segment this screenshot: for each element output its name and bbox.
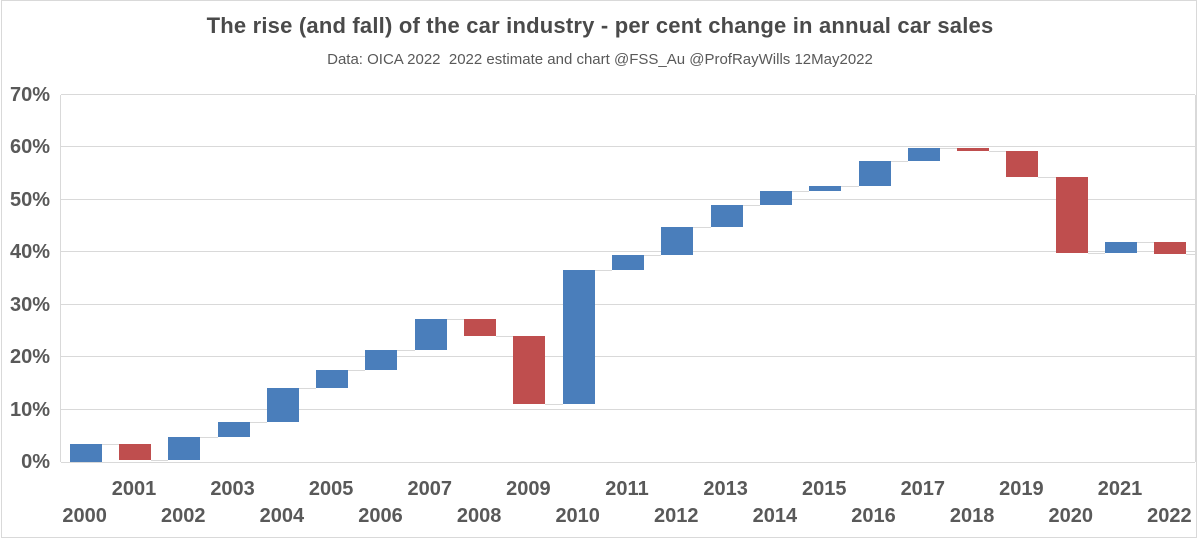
x-tick-label-2004: 2004 [259,505,305,527]
bar-2019 [1006,151,1039,178]
bar-2002 [168,436,201,460]
bar-2001 [118,443,151,460]
x-tick-label-2002: 2002 [161,505,206,527]
x-tick-label-2019: 2019 [999,478,1044,500]
connector-after-2016 [890,161,908,163]
y-axis: 70% 60% 50% 40% 30% 20% 10% 0% [0,0,50,541]
bar-2004 [266,388,299,423]
connector-after-2021 [1137,242,1155,244]
bar-2014 [759,191,792,206]
y-tick-label-20%: 20% [9,346,50,369]
x-tick-label-2010: 2010 [555,505,600,527]
bar-2012 [661,227,694,256]
gridline-50% [61,198,1195,200]
chart-subtitle: Data: OICA 2022 2022 estimate and chart … [327,51,873,68]
connector-after-2010 [594,269,612,271]
bar-2006 [365,349,398,370]
y-tick-label-30%: 30% [9,293,50,316]
connector-after-2002 [200,436,218,438]
plot-area [60,94,1196,463]
bar-2017 [907,147,940,162]
y-tick-label-40%: 40% [9,241,50,264]
y-tick-label-70%: 70% [9,84,50,106]
connector-after-2008 [496,336,514,338]
bar-2008 [464,319,497,337]
bar-2015 [809,185,842,192]
connector-after-2007 [446,319,465,321]
gridline-40% [61,251,1195,253]
connector-after-2020 [1087,253,1106,255]
gridline-20% [61,356,1195,358]
x-tick-label-2022: 2022 [1147,505,1192,527]
y-tick-label-0%: 0% [21,451,50,473]
connector-after-2017 [939,147,958,149]
x-tick-label-2001: 2001 [111,478,157,500]
bar-2009 [513,336,546,404]
x-tick-label-2011: 2011 [605,478,649,500]
connector-after-2005 [348,369,366,371]
connector-after-2000 [101,443,119,445]
bar-2013 [710,205,743,228]
chart-title: The rise (and fall) of the car industry … [206,13,994,38]
connector-after-2004 [298,388,317,390]
x-tick-label-2007: 2007 [407,478,453,500]
bar-2007 [414,319,447,350]
x-tick-label-2016: 2016 [851,505,896,527]
bar-2003 [217,422,250,437]
gridline-70% [61,94,1195,95]
x-tick-label-2015: 2015 [801,478,847,500]
x-tick-label-2009: 2009 [506,478,551,500]
bar-2010 [562,269,595,404]
gridline-30% [61,303,1195,305]
connector-after-2022 [1186,254,1195,256]
x-tick-label-2018: 2018 [949,505,995,527]
bar-2011 [612,255,644,270]
x-tick-label-2008: 2008 [456,505,502,527]
bar-2000 [69,443,102,462]
bar-2021 [1105,242,1138,254]
x-tick-label-2013: 2013 [703,478,748,500]
gridline-0% [61,462,1195,463]
connector-after-2014 [791,191,810,193]
bar-2022 [1154,242,1187,255]
x-tick-label-2012: 2012 [654,505,699,527]
connector-after-2018 [989,151,1007,153]
x-tick-label-2014: 2014 [752,505,798,527]
connector-after-2011 [644,255,662,257]
connector-after-2015 [841,185,859,187]
x-tick-label-2021: 2021 [1097,478,1143,500]
connector-after-2012 [693,227,711,229]
bar-2005 [316,369,349,389]
bar-2016 [858,161,891,186]
bar-2018 [957,147,990,152]
x-tick-label-2006: 2006 [358,505,403,527]
connector-after-2009 [545,403,563,405]
connector-after-2006 [397,349,415,351]
connector-after-2013 [742,205,760,207]
y-tick-label-50%: 50% [9,188,50,211]
gridline-60% [61,146,1195,148]
x-tick-label-2005: 2005 [308,478,354,500]
x-tick-label-2020: 2020 [1048,505,1093,527]
gridline-10% [61,408,1195,410]
connector-after-2001 [150,459,169,461]
y-tick-label-10%: 10% [9,398,50,421]
connector-after-2019 [1038,177,1056,179]
x-tick-label-2003: 2003 [210,478,255,500]
bar-2020 [1055,177,1088,254]
x-tick-label-2000: 2000 [62,505,107,527]
x-tick-label-2017: 2017 [900,478,946,500]
y-tick-label-60%: 60% [9,136,50,159]
connector-after-2003 [249,422,267,424]
